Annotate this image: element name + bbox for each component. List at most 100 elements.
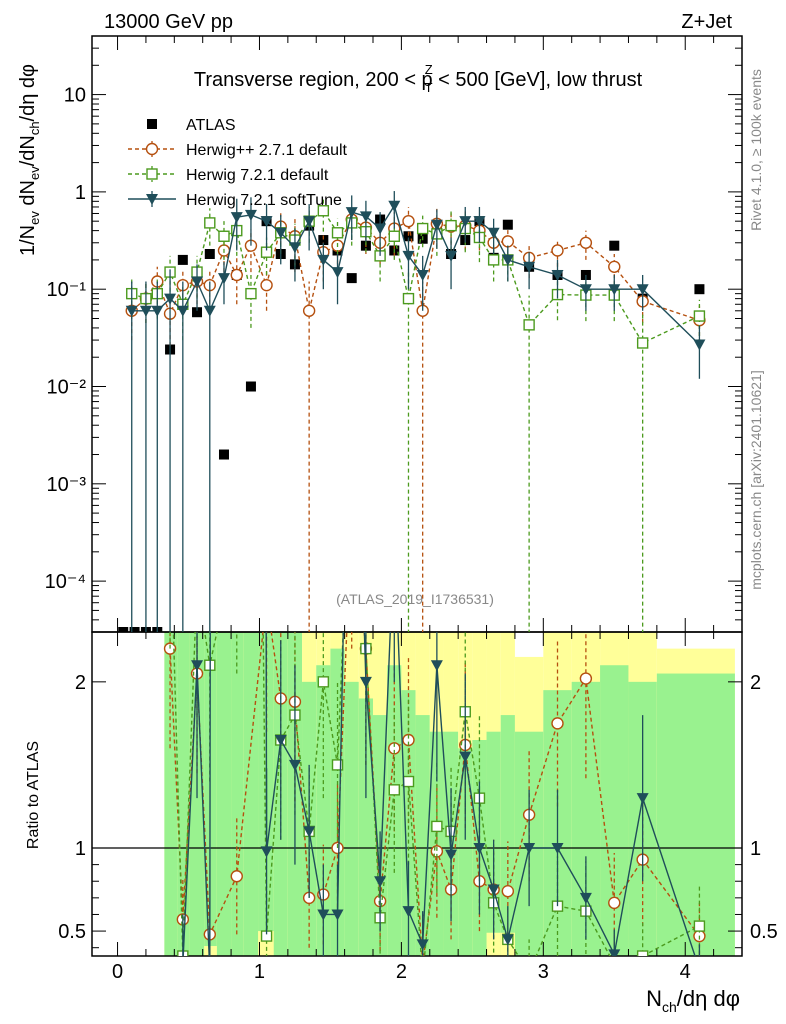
ratio-y-tick-label: 0.5 [58,921,86,943]
ratio-data-point [261,593,272,604]
data-point [388,200,401,212]
data-point [245,381,256,392]
ratio-data-point [204,966,216,977]
chart-title-sub: T [425,80,433,95]
ratio-series-layer [163,510,706,981]
data-point [501,235,515,248]
ratio-data-point [402,775,415,788]
data-point [459,216,472,228]
chart-title-main: Transverse region, 200 < p [194,69,433,91]
ratio-x-tick-label: 1 [254,961,265,983]
ratio-data-point [418,971,428,981]
ratio-data-point [636,793,649,805]
ratio-data-point [523,843,536,854]
data-point [260,278,273,292]
ratio-data-point [317,676,330,688]
data-point [302,304,316,317]
data-point [129,627,140,632]
green-band-bin [358,698,374,956]
ratio-data-point [346,510,357,521]
legend-marker [146,168,158,180]
main-y-tick-label: 10 [64,85,86,107]
ratio-y-tick-label-right: 2 [750,672,761,694]
green-band-bin [656,673,735,956]
data-point [374,223,387,235]
ratio-data-point [230,870,243,883]
data-point [176,305,189,317]
data-point [230,268,243,282]
data-point [192,307,203,318]
chart-title-end: < 500 [GeV], low thrust [433,69,643,91]
ratio-data-point [191,660,204,672]
ratio-data-point [579,892,592,904]
data-point [346,273,357,284]
data-point [177,254,188,265]
data-point [636,337,649,349]
data-point [636,284,649,296]
ratio-data-point [693,920,706,932]
data-point [230,212,243,224]
ratio-y-tick-label-right: 1 [750,838,761,860]
data-point [693,339,706,351]
ratio-data-point [232,536,242,546]
ratio-y-axis-label: Ratio to ATLAS [25,741,42,849]
series-3 [125,191,706,632]
data-point [274,227,287,239]
ratio-data-point [303,826,316,838]
data-point [331,267,344,279]
data-point [125,305,138,317]
legend-label: ATLAS [186,117,236,134]
series-line [131,218,700,321]
ratio-x-tick-label: 3 [538,961,549,983]
legend-label: Herwig 7.2.1 default [186,167,329,184]
data-point [388,230,400,242]
data-point [118,627,129,632]
header-right-label: Z+Jet [681,11,732,33]
data-point [403,231,414,242]
ratio-data-point [524,968,534,978]
data-point [204,217,216,229]
main-y-tick-label: 10⁻² [47,377,87,399]
ratio-data-point [501,934,514,946]
legend-label: Herwig 7.2.1 softTune [186,192,342,209]
ratio-x-tick-label: 4 [680,961,691,983]
data-point [217,273,230,285]
legend: ATLAS Herwig++ 2.7.1 default Herwig 7.2.1 … [128,117,348,209]
ratio-data-point [274,735,287,746]
data-point [430,219,443,231]
ratio-panel-frame [91,631,743,957]
data-point [402,292,415,305]
ratio-data-point [445,849,458,861]
ratio-data-point [317,909,330,921]
green-band-bin [458,748,473,956]
data-point [445,250,458,262]
data-point [151,305,164,317]
chart-title: Transverse region, 200 < pZ T < 500 [GeV]… [194,62,643,95]
data-point [473,216,486,228]
ratio-y-tick-label: 1 [75,838,86,860]
data-point [139,305,152,317]
ratio-data-point [416,939,429,951]
ratio-data-point [693,964,705,975]
data-point [359,211,372,223]
ratio-data-point [459,751,472,763]
rivet-side-label: Rivet 4.1.0, ≥ 100k events [748,69,764,231]
chart-title-sup: Z [425,62,433,77]
ratio-data-point [430,660,443,672]
ratio-data-point [551,843,564,854]
series-line [131,209,700,344]
data-point [608,260,621,273]
ratio-data-point [288,759,301,771]
ratio-series-line [182,632,696,956]
ratio-data-point [359,676,372,688]
ratio-data-point [551,717,564,730]
ratio-data-point [608,896,621,910]
mcplots-side-label: mcplots.cern.ch [arXiv:2401.10621] [748,370,764,589]
main-y-tick-label: 10⁻³ [47,474,87,496]
data-point [579,284,592,296]
ratio-y-tick-label: 2 [75,672,86,694]
green-band-bin [231,632,244,956]
ratio-data-point [501,885,515,898]
ratio-data-point [388,527,400,538]
data-point [523,261,536,273]
